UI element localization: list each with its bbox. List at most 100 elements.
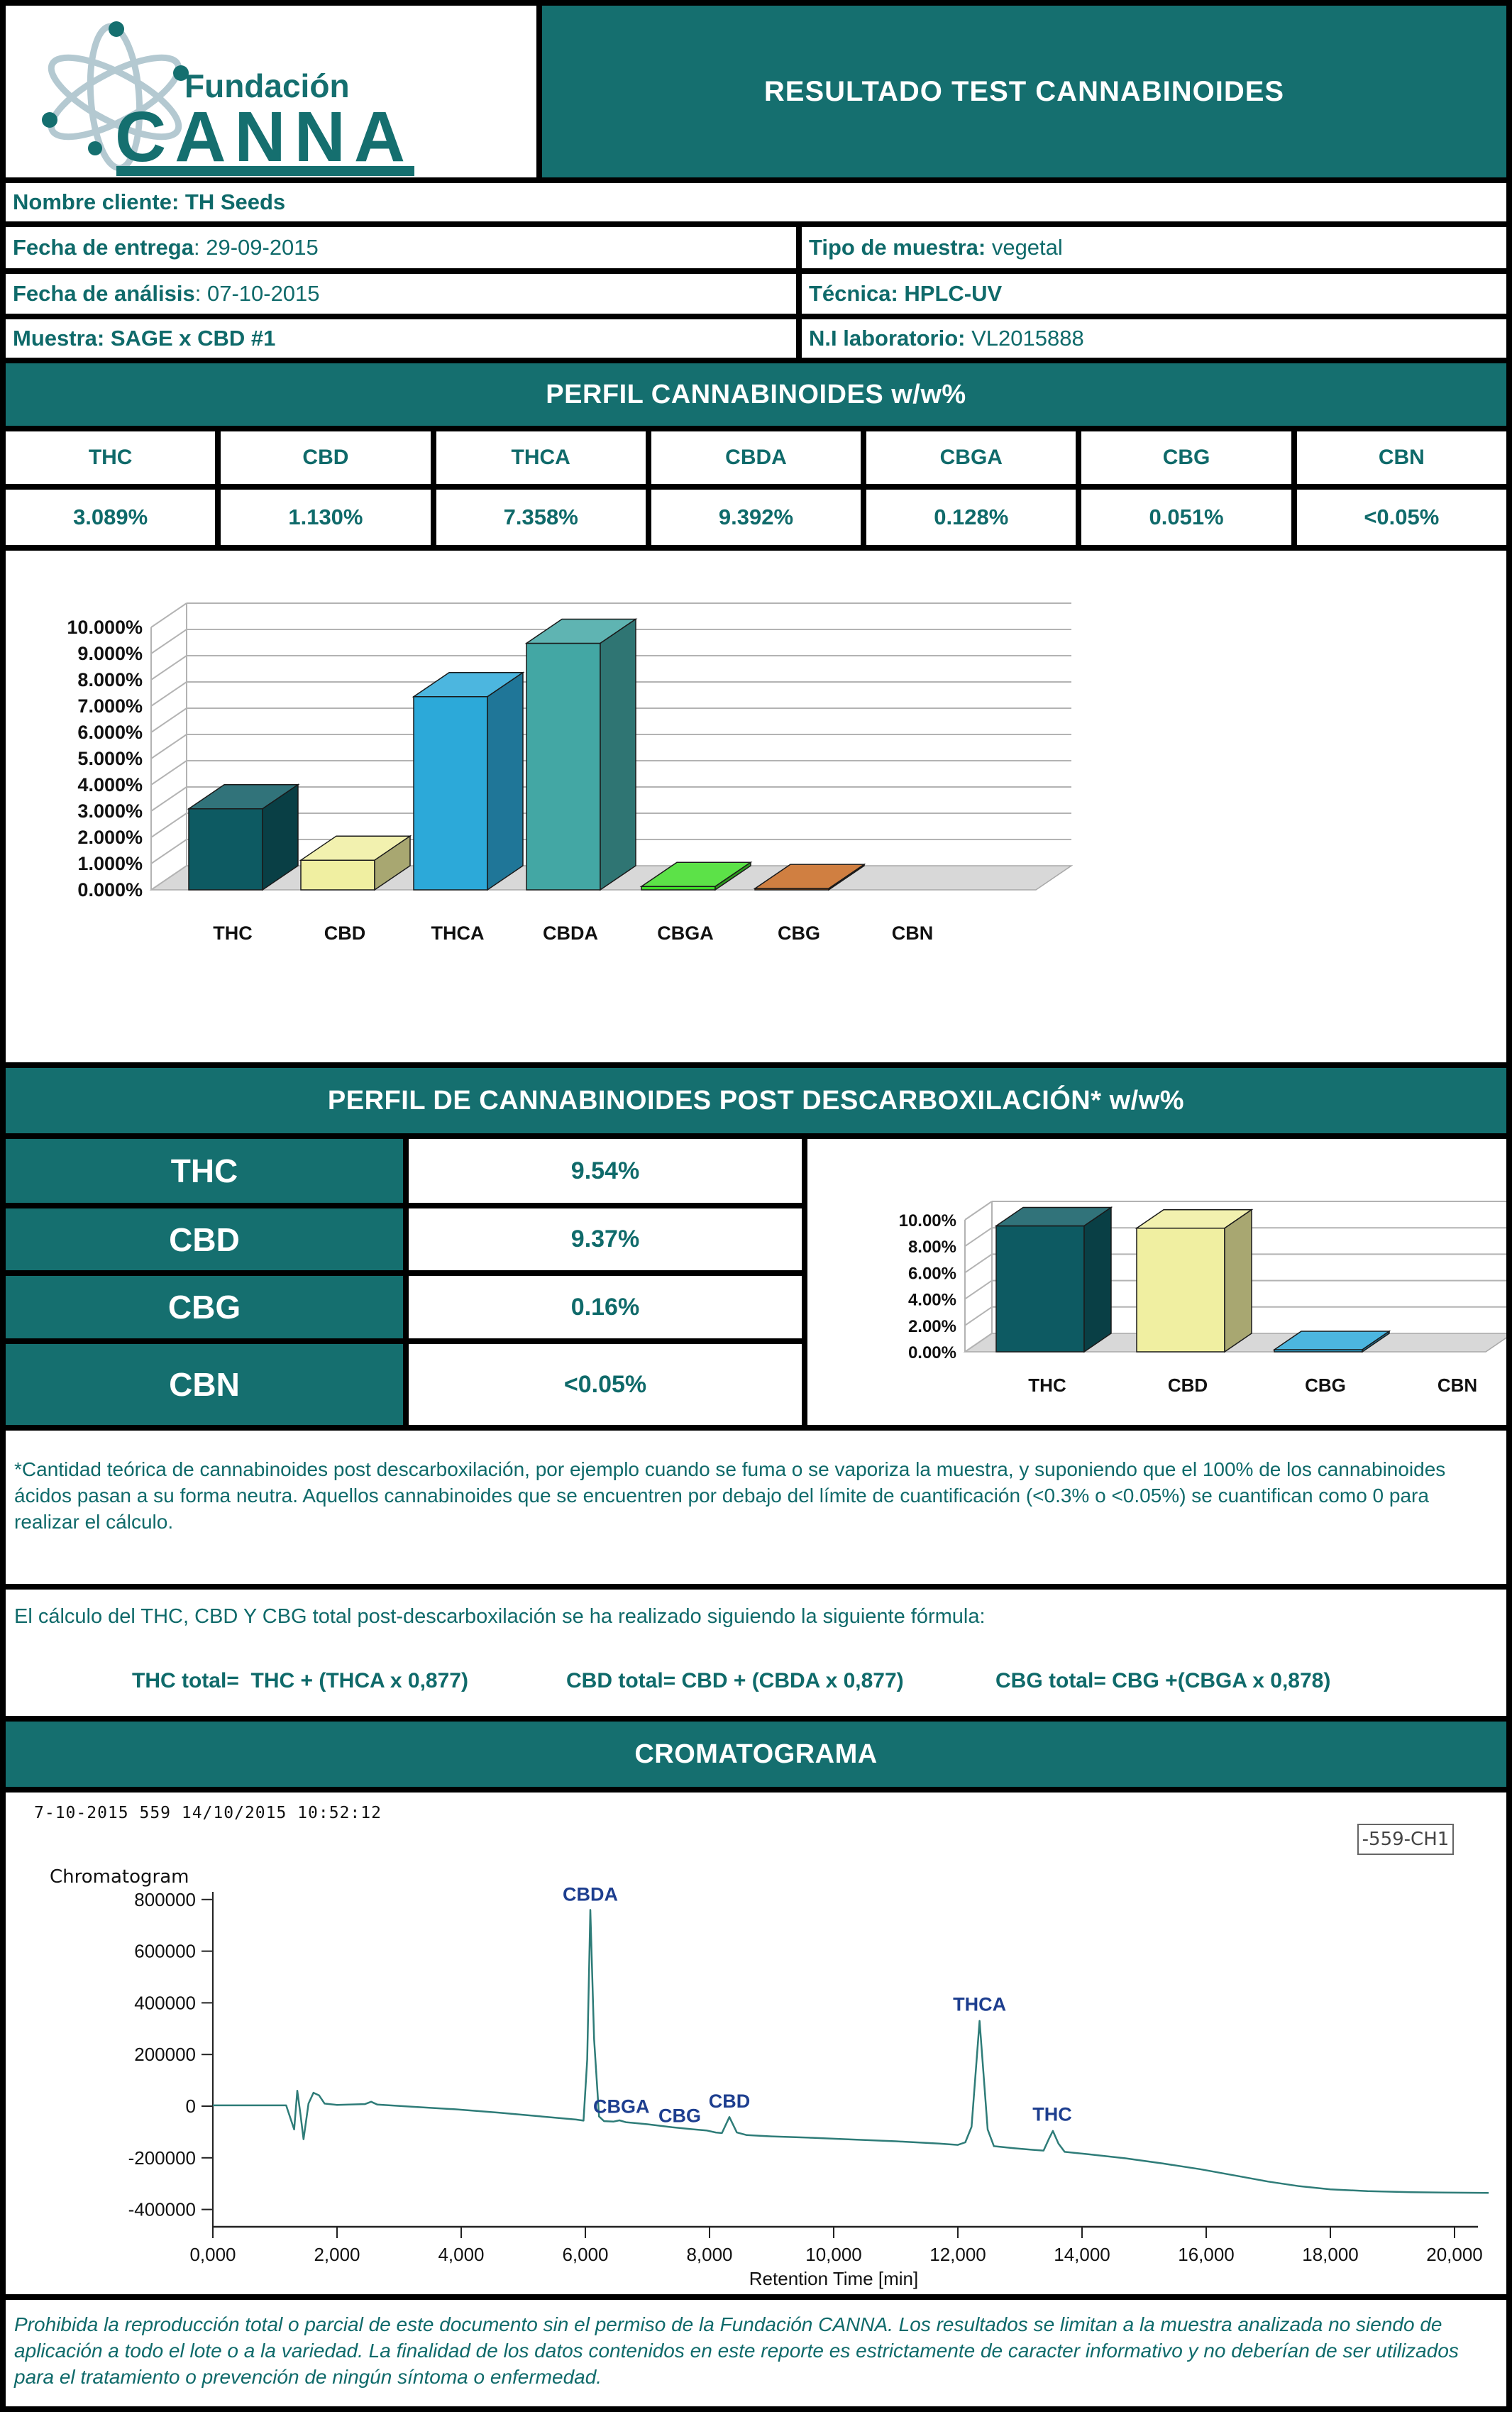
svg-text:CBDA: CBDA bbox=[543, 923, 598, 944]
fecha-analisis-value: : 07-10-2015 bbox=[194, 281, 320, 306]
post-bar-chart: 0.00% 2.00% 4.00% 6.00% 8.00% 10.00% THC CBD CBG… bbox=[899, 1201, 1512, 1396]
svg-text:CBN: CBN bbox=[892, 923, 934, 944]
logo-text-main: CANNA bbox=[115, 97, 414, 177]
svg-text:9.000%: 9.000% bbox=[77, 643, 143, 664]
svg-text:3.000%: 3.000% bbox=[77, 800, 143, 822]
svg-text:200000: 200000 bbox=[134, 2044, 196, 2065]
perfil-bar-chart: 0.000% 1.000% 2.000% 3.000% 4.000% 5.000% 6.00… bbox=[67, 602, 1074, 944]
report-title: RESULTADO TEST CANNABINOIDES bbox=[763, 75, 1285, 107]
formula-cbd-total: CBD total= CBD + (CBDA x 0,877) bbox=[566, 1669, 904, 1692]
table-header-cbg: CBG bbox=[1081, 431, 1291, 484]
svg-text:THC: THC bbox=[1028, 1375, 1066, 1396]
svg-text:2.00%: 2.00% bbox=[908, 1317, 956, 1336]
svg-text:CBD: CBD bbox=[324, 923, 366, 944]
svg-text:4.000%: 4.000% bbox=[77, 774, 143, 795]
info-row-fecha-analisis: Fecha de análisis: 07-10-2015 bbox=[6, 274, 796, 314]
info-row-client: Nombre cliente: TH Seeds bbox=[6, 183, 1506, 221]
chromatogram-timestamp: 7-10-2015 559 14/10/2015 10:52:12 bbox=[34, 1804, 382, 1822]
table-header-cbda: CBDA bbox=[651, 431, 861, 484]
svg-text:2,000: 2,000 bbox=[314, 2244, 360, 2265]
svg-text:1.000%: 1.000% bbox=[77, 853, 143, 874]
footer-panel: Prohibida la reproducción total o parcia… bbox=[6, 2300, 1506, 2406]
tipo-muestra-label: Tipo de muestra: bbox=[809, 235, 986, 260]
svg-text:0.00%: 0.00% bbox=[908, 1343, 956, 1362]
svg-text:THC: THC bbox=[1032, 2103, 1072, 2125]
svg-text:CBD: CBD bbox=[709, 2091, 751, 2112]
svg-text:14,000: 14,000 bbox=[1054, 2244, 1110, 2265]
svg-text:0,000: 0,000 bbox=[189, 2244, 236, 2265]
post-row-cbg-value: 0.16% bbox=[409, 1276, 802, 1338]
svg-text:CBD: CBD bbox=[1168, 1375, 1208, 1396]
svg-text:6.000%: 6.000% bbox=[77, 722, 143, 743]
formula-thc-total: THC total= THC + (THCA x 0,877) bbox=[132, 1669, 468, 1692]
chromatogram-legend: -559-CH1 bbox=[1357, 1824, 1454, 1855]
svg-text:7.000%: 7.000% bbox=[77, 695, 143, 717]
formula-cbg-total: CBG total= CBG +(CBGA x 0,878) bbox=[995, 1669, 1331, 1692]
svg-text:CBG: CBG bbox=[658, 2105, 701, 2127]
table-value-cbda: 9.392% bbox=[651, 490, 861, 545]
svg-text:8,000: 8,000 bbox=[686, 2244, 732, 2265]
perfil-section-title: PERFIL CANNABINOIDES w/w% bbox=[546, 379, 966, 409]
table-header-thca: THCA bbox=[436, 431, 646, 484]
tecnica-label: Técnica: bbox=[809, 281, 898, 306]
tipo-muestra-value: vegetal bbox=[986, 235, 1063, 260]
table-value-cbga: 0.128% bbox=[866, 490, 1076, 545]
svg-text:-200000: -200000 bbox=[128, 2147, 196, 2169]
fundacion-canna-logo: Fundación CANNA bbox=[42, 21, 414, 177]
svg-text:CBG: CBG bbox=[778, 923, 820, 944]
info-row-laboratorio: N.I laboratorio: VL2015888 bbox=[802, 319, 1506, 358]
muestra-label: Muestra: bbox=[13, 326, 105, 351]
client-name-label: Nombre cliente: bbox=[13, 189, 180, 214]
svg-text:6.00%: 6.00% bbox=[908, 1264, 956, 1283]
formula-intro: El cálculo del THC, CBD Y CBG total post… bbox=[14, 1605, 986, 1628]
footnote-panel: *Cantidad teórica de cannabinoides post … bbox=[6, 1431, 1506, 1584]
table-value-thc: 3.089% bbox=[6, 490, 216, 545]
info-row-tipo-muestra: Tipo de muestra: vegetal bbox=[802, 227, 1506, 268]
post-section-title: PERFIL DE CANNABINOIDES POST DESCARBOXIL… bbox=[327, 1085, 1185, 1116]
tecnica-value: HPLC-UV bbox=[898, 281, 1003, 306]
svg-text:800000: 800000 bbox=[134, 1889, 196, 1910]
croma-section-title: CROMATOGRAMA bbox=[634, 1739, 878, 1769]
svg-text:10.00%: 10.00% bbox=[899, 1211, 956, 1230]
chromatogram-plot-label: Chromatogram bbox=[50, 1866, 189, 1888]
svg-text:CBGA: CBGA bbox=[657, 923, 714, 944]
laboratorio-label: N.I laboratorio: bbox=[809, 326, 966, 351]
post-section-title-bar: PERFIL DE CANNABINOIDES POST DESCARBOXIL… bbox=[6, 1068, 1506, 1133]
cannabinoid-table: THC CBD THCA CBDA CBGA CBG CBN 3.089% 1.… bbox=[6, 431, 1506, 545]
table-value-cbn: <0.05% bbox=[1296, 490, 1506, 545]
report-title-bar: RESULTADO TEST CANNABINOIDES bbox=[542, 6, 1506, 177]
post-row-thc-label: THC bbox=[6, 1139, 403, 1203]
post-row-cbd-value: 9.37% bbox=[409, 1208, 802, 1270]
atom-dots-icon bbox=[42, 21, 189, 155]
svg-text:4,000: 4,000 bbox=[438, 2244, 484, 2265]
svg-text:CBDA: CBDA bbox=[563, 1884, 618, 1905]
svg-text:Retention Time [min]: Retention Time [min] bbox=[749, 2268, 918, 2289]
info-row-muestra: Muestra: SAGE x CBD #1 bbox=[6, 319, 796, 358]
post-row-thc-value: 9.54% bbox=[409, 1139, 802, 1203]
client-name-value: TH Seeds bbox=[179, 189, 286, 214]
svg-text:18,000: 18,000 bbox=[1302, 2244, 1359, 2265]
svg-text:10.000%: 10.000% bbox=[67, 617, 143, 638]
svg-text:THCA: THCA bbox=[431, 923, 485, 944]
svg-text:0.000%: 0.000% bbox=[77, 879, 143, 901]
perfil-chart-panel: 0.000% 1.000% 2.000% 3.000% 4.000% 5.000% 6.00… bbox=[6, 551, 1506, 1062]
muestra-value: SAGE x CBD #1 bbox=[104, 326, 276, 351]
svg-text:12,000: 12,000 bbox=[929, 2244, 986, 2265]
formula-panel: El cálculo del THC, CBD Y CBG total post… bbox=[6, 1590, 1506, 1716]
svg-text:THCA: THCA bbox=[953, 1993, 1006, 2015]
fecha-entrega-value: : 29-09-2015 bbox=[193, 235, 319, 260]
table-value-cbd: 1.130% bbox=[221, 490, 431, 545]
table-header-cbga: CBGA bbox=[866, 431, 1076, 484]
croma-section-title-bar: CROMATOGRAMA bbox=[6, 1722, 1506, 1787]
post-row-cbn-value: <0.05% bbox=[409, 1344, 802, 1425]
logo-text-top: Fundación bbox=[184, 67, 350, 104]
svg-text:0: 0 bbox=[186, 2096, 196, 2117]
svg-text:20,000: 20,000 bbox=[1426, 2244, 1483, 2265]
svg-text:5.000%: 5.000% bbox=[77, 748, 143, 769]
fecha-analisis-label: Fecha de análisis bbox=[13, 281, 195, 306]
svg-text:CBGA: CBGA bbox=[593, 2096, 650, 2117]
info-row-tecnica: Técnica: HPLC-UV bbox=[802, 274, 1506, 314]
perfil-section-title-bar: PERFIL CANNABINOIDES w/w% bbox=[6, 363, 1506, 426]
info-row-fecha-entrega: Fecha de entrega: 29-09-2015 bbox=[6, 227, 796, 268]
